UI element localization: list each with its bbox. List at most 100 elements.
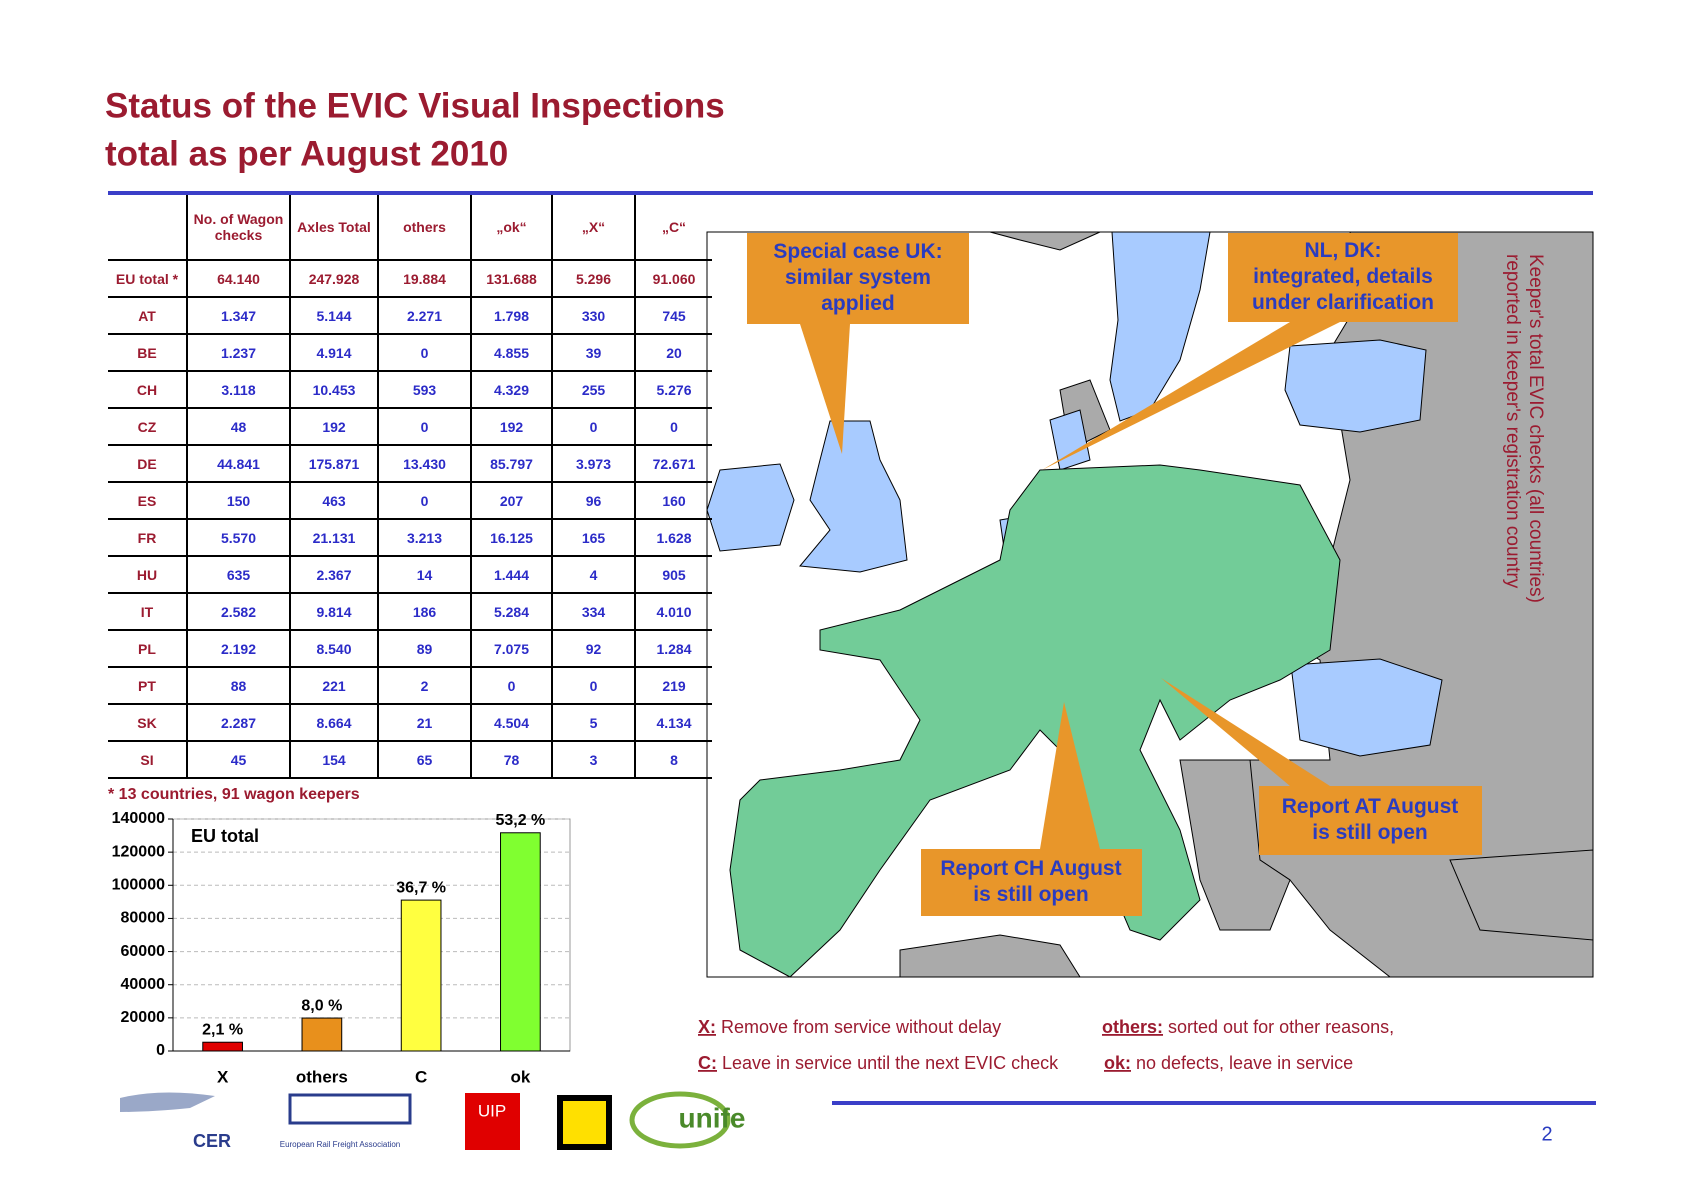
table-cell: 85.797 — [470, 445, 552, 483]
callout-line: is still open — [973, 883, 1089, 906]
table-cell: 2.271 — [377, 297, 471, 335]
logo-text: CER — [193, 1131, 231, 1151]
definition: ok: no defects, leave in service — [1104, 1053, 1353, 1073]
table-cell: 5.570 — [186, 519, 290, 557]
table-cell: 4.914 — [289, 334, 378, 372]
table-row: FR 5.570 21.131 3.213 16.125 165 1.628 — [108, 519, 712, 557]
table-cell: HU — [108, 556, 187, 594]
chart-title: EU total — [191, 826, 259, 846]
table-cell: 5.296 — [551, 260, 635, 298]
table-header: No. of Wagon checks Axles Total others „ok“… — [108, 195, 712, 261]
callout-texts: Special case UK: similar system applied NL,… — [773, 239, 1458, 906]
table-cell: 192 — [289, 408, 378, 446]
table-cell: PL — [108, 630, 187, 668]
side-note: reported in keeper's registration countr… — [1502, 254, 1523, 589]
table-row: HU 635 2.367 14 1.444 4 905 — [108, 556, 712, 594]
table-row: IT 2.582 9.814 186 5.284 334 4.010 — [108, 593, 712, 631]
table-cell: 8 — [634, 741, 712, 779]
table-cell: 2.192 — [186, 630, 290, 668]
callout-line: Special case UK: — [773, 240, 942, 263]
table-cell: EU total * — [108, 260, 187, 298]
table-cell: 21 — [377, 704, 471, 742]
bar-label: 53,2 % — [495, 812, 545, 829]
table-cell: ES — [108, 482, 187, 520]
definition-key: ok: — [1104, 1053, 1131, 1073]
table-cell: 91.060 — [634, 260, 712, 298]
table-cell: 0 — [377, 482, 471, 520]
callout-pointers — [800, 322, 1340, 849]
table-cell: 192 — [470, 408, 552, 446]
page-number: 2 — [1541, 1123, 1552, 1145]
table-cell: 1.798 — [470, 297, 552, 335]
bar-label: 8,0 % — [301, 997, 342, 1014]
definition-text: sorted out for other reasons, — [1163, 1017, 1394, 1037]
logos: CER European Rail Freight Association UI… — [120, 1091, 745, 1151]
callout-line: Report CH August — [940, 857, 1121, 880]
x-tick-label: C — [415, 1067, 427, 1086]
table-row: PT 88 221 2 0 0 219 — [108, 667, 712, 705]
table-row: PL 2.192 8.540 89 7.075 92 1.284 — [108, 630, 712, 668]
table-cell: 1.444 — [470, 556, 552, 594]
table-cell: 1.237 — [186, 334, 290, 372]
y-tick-label: 40000 — [121, 976, 166, 993]
table-cell: 593 — [377, 371, 471, 409]
table-cell: DE — [108, 445, 187, 483]
table-cell: „ok“ — [470, 195, 552, 261]
table-row: ES 150 463 0 207 96 160 — [108, 482, 712, 520]
table-cell: 0 — [551, 667, 635, 705]
table-cell: 0 — [470, 667, 552, 705]
table-cell: 2.367 — [289, 556, 378, 594]
table-cell: 5.276 — [634, 371, 712, 409]
y-tick-label: 120000 — [112, 843, 165, 860]
callout-line: integrated, details — [1253, 265, 1433, 288]
table-cell: 96 — [551, 482, 635, 520]
table-cell: others — [377, 195, 471, 261]
table-row: SI 45 154 65 78 3 8 — [108, 741, 712, 779]
table-cell: 1.628 — [634, 519, 712, 557]
table-cell: „X“ — [551, 195, 635, 261]
table-cell: 207 — [470, 482, 552, 520]
callout-box — [1259, 786, 1482, 855]
table-cell: CH — [108, 371, 187, 409]
table-cell: 19.884 — [377, 260, 471, 298]
table-cell: 48 — [186, 408, 290, 446]
table-cell — [108, 195, 187, 261]
table-cell: 1.347 — [186, 297, 290, 335]
callout-line: applied — [821, 292, 895, 315]
bar — [500, 832, 541, 1052]
bar-label: 36,7 % — [396, 879, 446, 896]
table-row: EU total * 64.140 247.928 19.884 131.688 5.29… — [108, 260, 712, 298]
table-cell: 154 — [289, 741, 378, 779]
callout-line: similar system — [785, 266, 931, 289]
title-line: Status of the EVIC Visual Inspections — [105, 86, 725, 125]
table-cell: AT — [108, 297, 187, 335]
table-row: AT 1.347 5.144 2.271 1.798 330 745 — [108, 297, 712, 335]
x-tick-label: X — [217, 1067, 229, 1086]
table-cell: 44.841 — [186, 445, 290, 483]
table-cell: 5.284 — [470, 593, 552, 631]
logo-text: UIP — [478, 1101, 506, 1120]
bar — [301, 1017, 343, 1052]
data-table: No. of Wagon checks Axles Total others „ok“… — [108, 195, 712, 779]
table-cell: 45 — [186, 741, 290, 779]
table-cell: 4.329 — [470, 371, 552, 409]
table-cell: 463 — [289, 482, 378, 520]
table-cell: 9.814 — [289, 593, 378, 631]
table-cell: 3 — [551, 741, 635, 779]
table-cell: CZ — [108, 408, 187, 446]
table-cell: 20 — [634, 334, 712, 372]
table-cell: 2.287 — [186, 704, 290, 742]
table-cell: 2.582 — [186, 593, 290, 631]
table-cell: 64.140 — [186, 260, 290, 298]
table-cell: 255 — [551, 371, 635, 409]
logo-text: European Rail Freight Association — [280, 1140, 401, 1149]
table-cell: Axles Total — [289, 195, 378, 261]
table-cell: 0 — [551, 408, 635, 446]
definition: others: sorted out for other reasons, — [1102, 1017, 1394, 1037]
table-cell: 186 — [377, 593, 471, 631]
callout-box — [1228, 233, 1458, 322]
table-cell: SI — [108, 741, 187, 779]
definition-key: others: — [1102, 1017, 1163, 1037]
table-cell: 175.871 — [289, 445, 378, 483]
